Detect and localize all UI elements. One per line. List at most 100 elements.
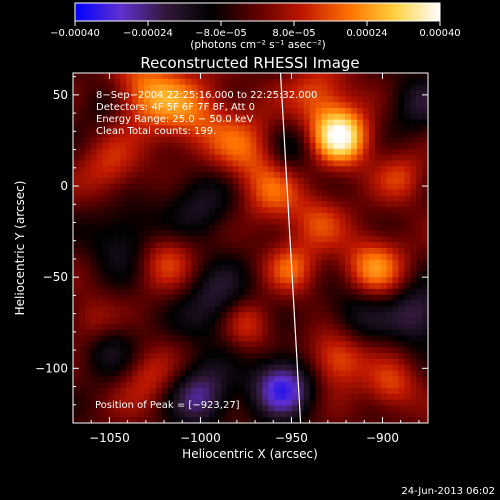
- heatmap-cell: [315, 253, 322, 261]
- heatmap-cell: [280, 154, 287, 161]
- heatmap-cell: [191, 358, 198, 366]
- heatmap-cell: [404, 399, 411, 406]
- heatmap-cell: [404, 405, 411, 412]
- heatmap-cell: [327, 399, 334, 406]
- heatmap-cell: [315, 160, 322, 167]
- heatmap-cell: [161, 78, 169, 86]
- heatmap-cell: [256, 189, 263, 196]
- heatmap-cell: [238, 300, 245, 307]
- heatmap-cell: [416, 78, 423, 86]
- heatmap-cell: [167, 417, 174, 423]
- heatmap-cell: [244, 102, 251, 109]
- heatmap-cell: [197, 78, 204, 86]
- heatmap-cell: [386, 148, 393, 156]
- heatmap-cell: [303, 78, 311, 86]
- heatmap-cell: [84, 353, 92, 360]
- heatmap-cell: [357, 166, 364, 173]
- heatmap-cell: [96, 259, 103, 266]
- heatmap-cell: [351, 189, 358, 196]
- heatmap-cell: [392, 207, 399, 214]
- heatmap-cell: [321, 265, 328, 272]
- heatmap-cell: [398, 218, 405, 226]
- heatmap-cell: [392, 166, 399, 173]
- heatmap-cell: [351, 405, 358, 412]
- heatmap-cell: [232, 388, 240, 395]
- heatmap-cell: [256, 277, 263, 284]
- heatmap-cell: [84, 306, 92, 313]
- heatmap-cell: [368, 248, 376, 255]
- heatmap-cell: [78, 213, 86, 220]
- heatmap-cell: [374, 131, 382, 138]
- heatmap-cell: [280, 178, 287, 185]
- heatmap-cell: [173, 84, 180, 91]
- heatmap-cell: [274, 73, 281, 80]
- heatmap-cell: [268, 300, 275, 307]
- heatmap-cell: [191, 265, 198, 272]
- heatmap-cell: [232, 353, 240, 360]
- heatmap-cell: [357, 353, 364, 360]
- heatmap-cell: [250, 172, 257, 179]
- heatmap-cell: [297, 300, 305, 307]
- heatmap-cell: [144, 183, 151, 191]
- heatmap-cell: [327, 125, 334, 132]
- heatmap-cell: [398, 265, 405, 272]
- heatmap-cell: [78, 277, 86, 284]
- heatmap-cell: [73, 341, 80, 348]
- heatmap-cell: [422, 364, 428, 371]
- heatmap-cell: [404, 335, 411, 342]
- heatmap-cell: [73, 224, 80, 231]
- heatmap-cell: [280, 318, 287, 325]
- heatmap-cell: [250, 102, 257, 109]
- heatmap-cell: [256, 90, 263, 97]
- heatmap-cell: [274, 253, 281, 261]
- heatmap-cell: [297, 207, 305, 214]
- heatmap-cell: [149, 312, 157, 319]
- heatmap-cell: [274, 335, 281, 342]
- heatmap-cell: [126, 195, 133, 202]
- heatmap-cell: [374, 306, 382, 313]
- heatmap-cell: [84, 347, 92, 354]
- heatmap-cell: [108, 125, 115, 132]
- heatmap-cell: [179, 137, 186, 144]
- heatmap-cell: [84, 300, 92, 307]
- heatmap-cell: [203, 131, 210, 138]
- heatmap-cell: [209, 183, 216, 191]
- heatmap-cell: [108, 347, 115, 354]
- heatmap-cell: [114, 230, 121, 237]
- heatmap-cell: [398, 358, 405, 366]
- heatmap-cell: [244, 329, 251, 336]
- heatmap-cell: [220, 143, 228, 150]
- heatmap-cell: [126, 201, 133, 208]
- heatmap-cell: [215, 277, 222, 284]
- heatmap-cell: [374, 102, 382, 109]
- heatmap-cell: [386, 102, 393, 109]
- heatmap-cell: [392, 242, 399, 249]
- heatmap-cell: [256, 224, 263, 231]
- heatmap-cell: [416, 399, 423, 406]
- heatmap-cell: [386, 242, 393, 249]
- heatmap-cell: [256, 96, 263, 103]
- heatmap-cell: [410, 84, 417, 91]
- heatmap-cell: [215, 78, 222, 86]
- heatmap-cell: [244, 96, 251, 103]
- heatmap-cell: [291, 160, 299, 167]
- heatmap-cell: [120, 201, 127, 208]
- heatmap-cell: [138, 300, 145, 307]
- heatmap-cell: [274, 207, 281, 214]
- heatmap-cell: [161, 341, 169, 348]
- heatmap-cell: [410, 96, 417, 103]
- heatmap-cell: [351, 242, 358, 249]
- heatmap-cell: [90, 364, 98, 371]
- heatmap-cell: [102, 143, 109, 150]
- heatmap-cell: [84, 376, 92, 383]
- heatmap-cell: [333, 417, 340, 423]
- heatmap-cell: [315, 224, 322, 231]
- heatmap-cell: [215, 143, 222, 150]
- heatmap-cell: [410, 125, 417, 132]
- heatmap-cell: [220, 242, 228, 249]
- heatmap-cell: [78, 259, 86, 266]
- heatmap-cell: [416, 160, 423, 167]
- heatmap-cell: [321, 353, 328, 360]
- heatmap-cell: [286, 306, 293, 313]
- heatmap-cell: [167, 230, 174, 237]
